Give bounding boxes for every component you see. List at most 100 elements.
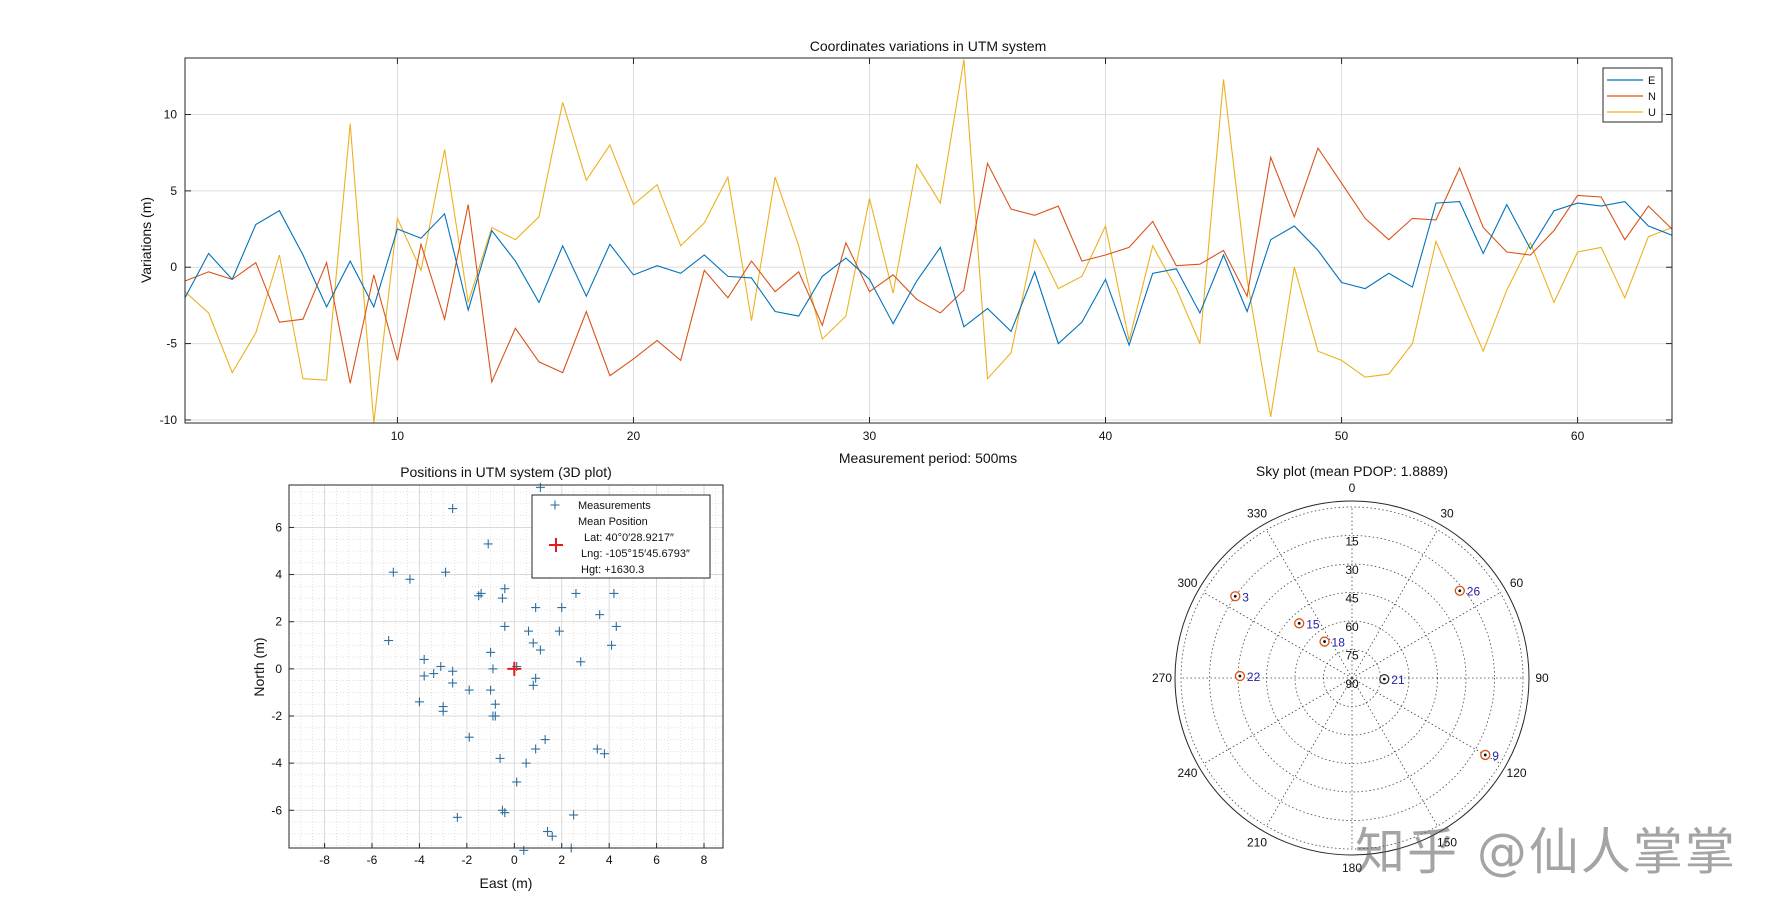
measurement-point bbox=[609, 588, 619, 598]
measurement-point bbox=[452, 812, 462, 822]
skyplot-azimuth-label: 150 bbox=[1437, 836, 1457, 850]
skyplot-azimuth-label: 240 bbox=[1177, 766, 1197, 780]
legend-lng: Lng: -105°15′45.6793″ bbox=[581, 548, 690, 560]
measurement-point bbox=[483, 539, 493, 549]
measurement-point bbox=[528, 680, 538, 690]
series-line-U bbox=[184, 59, 1673, 424]
skyplot-azimuth-label: 300 bbox=[1177, 576, 1197, 590]
skyplot-azimuth-spoke bbox=[1351, 529, 1438, 679]
skyplot-azimuth-label: 180 bbox=[1342, 861, 1362, 875]
satellite-9: 9 bbox=[1480, 749, 1499, 763]
skyplot-azimuth-spoke bbox=[1351, 677, 1438, 827]
positions-xlabel: East (m) bbox=[480, 875, 533, 891]
measurement-point bbox=[512, 777, 522, 787]
satellite-prn-label: 15 bbox=[1306, 617, 1320, 631]
legend-mean-swatch bbox=[549, 538, 563, 552]
skyplot-elevation-ring bbox=[1209, 535, 1495, 821]
variations-ytick-label: -10 bbox=[160, 413, 178, 427]
skyplot-azimuth-spoke bbox=[1266, 677, 1353, 827]
legend-label-N: N bbox=[1648, 91, 1656, 103]
measurement-point bbox=[384, 636, 394, 646]
measurement-point bbox=[438, 706, 448, 716]
measurement-point bbox=[599, 749, 609, 759]
legend-mean-title: Mean Position bbox=[578, 516, 648, 528]
watermark: 知乎 @仙人掌掌 bbox=[1355, 823, 1737, 881]
measurement-point bbox=[528, 638, 538, 648]
measurement-point bbox=[557, 603, 567, 613]
measurement-point bbox=[405, 574, 415, 584]
positions-ylabel: North (m) bbox=[251, 637, 267, 696]
satellite-dot bbox=[1458, 589, 1462, 593]
satellite-prn-label: 21 bbox=[1391, 673, 1405, 687]
legend-measurement-swatch bbox=[550, 500, 560, 510]
positions-xtick-label: 2 bbox=[558, 853, 565, 867]
satellite-dot bbox=[1382, 677, 1386, 681]
measurement-point bbox=[495, 753, 505, 763]
variations-ytick-label: 10 bbox=[164, 108, 178, 122]
skyplot-azimuth-spoke bbox=[1351, 677, 1501, 764]
satellite-dot bbox=[1483, 753, 1487, 757]
satellite-21: 21 bbox=[1379, 673, 1405, 687]
measurement-point bbox=[607, 640, 617, 650]
satellite-3: 3 bbox=[1230, 590, 1249, 604]
satellite-26: 26 bbox=[1454, 585, 1481, 599]
measurement-point bbox=[441, 567, 451, 577]
measurement-point bbox=[571, 588, 581, 598]
satellite-prn-label: 3 bbox=[1242, 590, 1249, 604]
legend-measurements-label: Measurements bbox=[578, 500, 651, 512]
variations-xlabel: Measurement period: 500ms bbox=[839, 450, 1017, 466]
variations-title: Coordinates variations in UTM system bbox=[810, 38, 1047, 54]
positions-xtick-label: 8 bbox=[701, 853, 708, 867]
satellite-prn-label: 9 bbox=[1492, 749, 1499, 763]
positions-title: Positions in UTM system (3D plot) bbox=[400, 464, 612, 480]
measurement-point bbox=[419, 654, 429, 664]
variations-plot-area bbox=[185, 58, 1672, 423]
measurement-point bbox=[519, 845, 529, 855]
measurement-point bbox=[486, 647, 496, 657]
variations-xtick-label: 20 bbox=[627, 429, 641, 443]
positions-xtick-label: -6 bbox=[367, 853, 378, 867]
satellite-prn-label: 22 bbox=[1247, 670, 1261, 684]
measurement-point bbox=[414, 697, 424, 707]
measurement-point bbox=[531, 673, 541, 683]
measurement-point bbox=[448, 504, 458, 514]
satellite-prn-label: 18 bbox=[1332, 636, 1346, 650]
measurement-point bbox=[576, 657, 586, 667]
skyplot-elevation-ring bbox=[1237, 563, 1467, 793]
measurement-point bbox=[486, 685, 496, 695]
positions-ytick-label: -2 bbox=[271, 709, 282, 723]
measurement-point bbox=[540, 735, 550, 745]
skyplot-azimuth-label: 330 bbox=[1247, 506, 1267, 520]
satellite-prn-label: 26 bbox=[1467, 585, 1481, 599]
variations-ylabel: Variations (m) bbox=[138, 197, 154, 283]
skyplot-elevation-label: 60 bbox=[1345, 620, 1359, 634]
skyplot-elevation-label: 90 bbox=[1345, 677, 1359, 691]
skyplot-azimuth-label: 120 bbox=[1507, 766, 1527, 780]
measurement-point bbox=[554, 626, 564, 636]
measurement-point bbox=[474, 591, 484, 601]
variations-chart: 10 20 30 40 50 60 -10 -5 0 5 10 Coordinates variat… bbox=[138, 38, 1673, 466]
skyplot-title: Sky plot (mean PDOP: 1.8889) bbox=[1256, 463, 1448, 479]
measurement-point bbox=[497, 805, 507, 815]
measurement-point bbox=[464, 685, 474, 695]
measurement-point bbox=[535, 482, 545, 492]
measurement-point bbox=[500, 584, 510, 594]
legend-lat: Lat: 40°0′28.9217″ bbox=[584, 532, 674, 544]
measurement-point bbox=[488, 664, 498, 674]
skyplot-azimuth-spoke bbox=[1203, 677, 1353, 764]
satellite-15: 15 bbox=[1294, 617, 1320, 631]
measurement-point bbox=[531, 744, 541, 754]
positions-xtick-label: 6 bbox=[653, 853, 660, 867]
positions-legend: Measurements Mean Position Lat: 40°0′28.… bbox=[531, 494, 711, 579]
variations-legend: ENU bbox=[1602, 67, 1663, 123]
skyplot-azimuth-label: 90 bbox=[1535, 671, 1549, 685]
positions-xtick-label: -2 bbox=[462, 853, 473, 867]
positions-ytick-label: -4 bbox=[271, 756, 282, 770]
satellite-dot bbox=[1238, 674, 1242, 678]
variations-xtick-label: 30 bbox=[863, 429, 877, 443]
skyplot-elevation-label: 15 bbox=[1345, 535, 1359, 549]
measurement-point bbox=[500, 621, 510, 631]
measurement-point bbox=[611, 621, 621, 631]
skyplot-outer-ring bbox=[1174, 500, 1530, 856]
